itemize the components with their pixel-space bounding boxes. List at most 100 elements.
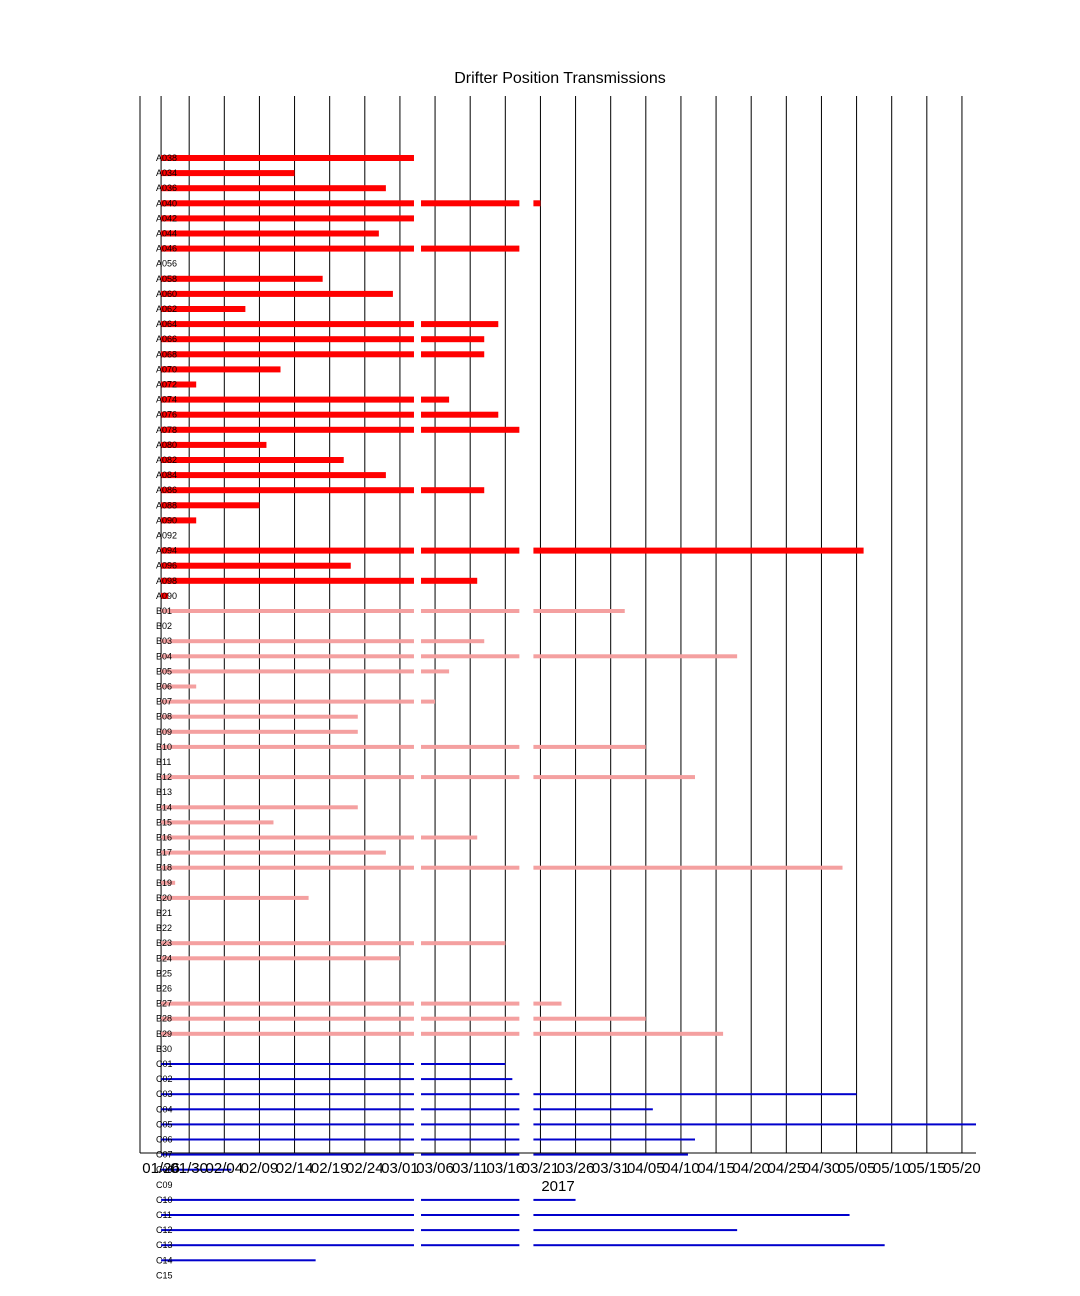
x-tick-label: 05/10	[873, 1160, 911, 1177]
transmission-bar	[161, 1168, 232, 1171]
transmission-bar	[533, 1093, 857, 1096]
x-tick-label: 05/15	[908, 1160, 946, 1177]
drifter-label: B19	[156, 878, 172, 888]
transmission-bar	[161, 1229, 414, 1232]
transmission-bar	[161, 1123, 414, 1126]
transmission-bar	[533, 1214, 850, 1216]
drifter-label: A078	[156, 425, 177, 435]
x-tick-label: 04/30	[803, 1160, 841, 1177]
transmission-bar	[161, 609, 414, 613]
transmission-bar	[161, 562, 351, 569]
x-tick-label: 03/11	[452, 1160, 488, 1177]
transmission-bar	[421, 835, 478, 840]
x-tick-label: 05/05	[838, 1160, 876, 1177]
x-tick-label: 02/04	[206, 1160, 244, 1177]
drifter-label: B04	[156, 651, 172, 661]
x-tick-label: 03/26	[557, 1160, 595, 1177]
drifter-label: C14	[156, 1255, 173, 1265]
transmission-bar	[161, 850, 386, 855]
transmission-bar	[161, 729, 358, 734]
drifter-label: A058	[156, 274, 177, 284]
transmission-bar	[421, 487, 485, 494]
drifter-labels: A038 A034 A036 A040 A042 A044 A046 A056 A058 A060…	[156, 153, 177, 1280]
transmission-bar	[161, 1138, 414, 1141]
drifter-label: A080	[156, 440, 177, 450]
transmission-bar	[161, 684, 197, 689]
transmission-bar	[421, 245, 520, 252]
transmission-bar	[421, 744, 520, 749]
transmission-bar	[533, 1153, 688, 1156]
drifter-label: A072	[156, 380, 177, 390]
transmission-bar	[421, 411, 499, 418]
transmission-bar	[161, 381, 197, 388]
transmission-bar	[533, 1108, 653, 1111]
drifter-label: B10	[156, 742, 172, 752]
drifter-label: A034	[156, 168, 177, 178]
transmission-bar	[161, 155, 414, 161]
transmission-bar	[533, 1016, 646, 1021]
transmission-bar	[161, 577, 414, 584]
drifter-label: A094	[156, 546, 177, 556]
drifter-label: C13	[156, 1240, 173, 1250]
drifter-label: B13	[156, 787, 172, 797]
x-tick-label: 04/10	[662, 1160, 700, 1177]
drifter-label: A092	[156, 531, 177, 541]
drifter-label: B30	[156, 1044, 172, 1054]
transmission-bar	[161, 1259, 316, 1262]
transmission-bars	[161, 155, 976, 1262]
transmission-bar	[533, 547, 864, 554]
axes	[139, 96, 976, 1154]
transmission-bar	[421, 1093, 520, 1096]
transmission-bar	[161, 170, 295, 177]
transmission-bar	[161, 200, 414, 207]
transmission-bar	[421, 200, 520, 207]
x-tick-label: 04/20	[732, 1160, 770, 1177]
transmission-bar	[533, 865, 843, 870]
transmission-bar	[161, 487, 414, 494]
drifter-label: B02	[156, 621, 172, 631]
transmission-bar	[161, 835, 414, 840]
drifter-label: A036	[156, 183, 177, 193]
transmission-bar	[161, 895, 309, 900]
x-tick-label: 02/19	[311, 1160, 349, 1177]
drifter-label: B18	[156, 863, 172, 873]
transmission-bar	[533, 775, 695, 780]
drifter-label: A042	[156, 213, 177, 223]
transmission-bar	[161, 880, 176, 885]
drifter-label: B16	[156, 833, 172, 843]
x-tick-label: 04/05	[627, 1160, 665, 1177]
transmission-bar	[161, 654, 414, 659]
drifter-label: C08	[156, 1165, 173, 1175]
transmission-bar	[161, 1063, 414, 1065]
drifter-label: B29	[156, 1029, 172, 1039]
transmission-bar	[161, 457, 344, 463]
transmission-bar	[161, 215, 414, 222]
x-tick-label: 05/20	[943, 1160, 981, 1177]
transmission-bar	[161, 1153, 414, 1156]
transmission-bar	[421, 639, 485, 644]
transmission-bar	[161, 275, 323, 282]
x-tick-labels: 01/2601/3002/0402/0902/1402/1902/2403/01…	[142, 1160, 980, 1177]
drifter-label: B23	[156, 938, 172, 948]
transmission-bar	[421, 654, 520, 659]
transmission-bar	[161, 426, 414, 433]
transmission-bar	[533, 1123, 976, 1126]
chart-title: Drifter Position Transmissions	[454, 70, 666, 87]
transmission-bar	[161, 1214, 414, 1216]
drifter-label: A098	[156, 576, 177, 586]
x-tick-label: 03/21	[522, 1160, 560, 1177]
drifter-label: B15	[156, 817, 172, 827]
transmission-bar	[421, 865, 520, 870]
transmission-bar	[161, 351, 414, 358]
x-tick-label: 01/26	[142, 1160, 180, 1177]
transmission-bar	[161, 396, 414, 403]
transmission-bar	[161, 290, 393, 297]
transmission-bar	[161, 1016, 414, 1021]
transmission-bar	[161, 1001, 414, 1006]
transmission-bar	[421, 1153, 520, 1156]
drifter-label: A082	[156, 455, 177, 465]
transmission-bar	[161, 1031, 414, 1036]
transmission-bar	[161, 411, 414, 418]
transmission-bar	[161, 306, 246, 312]
